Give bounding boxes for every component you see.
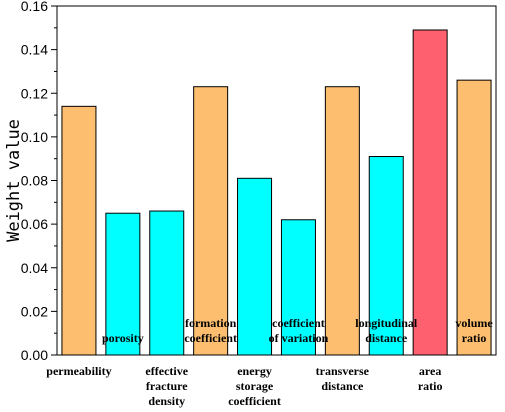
category-label: longitudinal distance — [355, 316, 418, 345]
bar — [149, 210, 185, 356]
category-label-line: of variation — [269, 331, 329, 345]
category-label: energy storage coefficient — [228, 364, 281, 408]
category-label-line: fracture — [146, 379, 188, 393]
category-label-line: distance — [365, 331, 408, 345]
y-tick-label: 0.08 — [21, 173, 48, 189]
bar — [280, 219, 316, 356]
category-label-line: porosity — [102, 331, 144, 345]
plot-border — [56, 5, 497, 356]
category-label-line: area — [419, 364, 441, 378]
category-label: volume ratio — [455, 316, 493, 345]
category-label-line: formation — [185, 316, 237, 330]
category-label: permeability — [46, 364, 111, 378]
plot-frame — [56, 5, 497, 356]
category-label-line: longitudinal — [355, 316, 418, 330]
category-label: formation coefficient — [184, 316, 237, 345]
y-tick-label: 0.14 — [21, 42, 48, 58]
y-tick-label: 0.04 — [21, 260, 48, 276]
y-tick-label: 0.16 — [21, 0, 48, 14]
category-label-line: ratio — [462, 331, 487, 345]
y-tick-label: 0.06 — [21, 216, 48, 232]
bar — [456, 79, 492, 356]
category-label-line: coefficient — [228, 394, 281, 408]
category-labels: permeability porosity effective fracture den… — [46, 316, 493, 408]
y-tick-label: 0.00 — [21, 347, 48, 363]
bar — [368, 156, 404, 356]
bars — [61, 29, 492, 356]
bar — [412, 29, 448, 356]
category-label-line: storage — [236, 379, 274, 393]
category-label-line: volume — [455, 316, 493, 330]
category-label: effective fracture density — [145, 364, 188, 408]
y-axis-label: Weight value — [4, 119, 24, 242]
y-axis: 0.00 0.02 0.04 0.06 0.08 0.10 0.12 0.14 0.16 — [21, 0, 58, 363]
y-tick-label: 0.02 — [21, 303, 48, 319]
bar — [193, 86, 229, 356]
category-label-line: distance — [321, 379, 364, 393]
category-label-line: effective — [145, 364, 188, 378]
category-label-line: energy — [237, 364, 272, 378]
category-label: transverse distance — [316, 364, 370, 393]
category-label-line: coefficient — [184, 331, 237, 345]
category-label-line: transverse — [316, 364, 370, 378]
category-label-line: permeability — [46, 364, 111, 378]
category-label-line: ratio — [418, 379, 443, 393]
category-label-line: density — [148, 394, 185, 408]
bar — [61, 105, 97, 356]
bar — [237, 177, 273, 356]
category-label: area ratio — [418, 364, 443, 393]
y-tick-label: 0.10 — [21, 129, 48, 145]
category-label: porosity — [102, 331, 144, 345]
category-label: coefficient of variation — [269, 316, 329, 345]
bar — [105, 212, 141, 356]
bar — [324, 86, 360, 356]
category-label-line: coefficient — [272, 316, 325, 330]
y-tick-label: 0.12 — [21, 85, 48, 101]
